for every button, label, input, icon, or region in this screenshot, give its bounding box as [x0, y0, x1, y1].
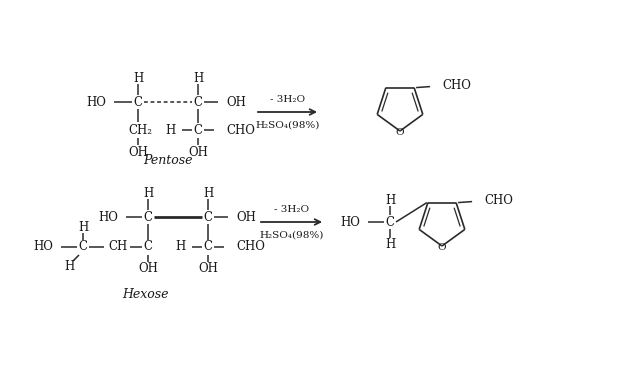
Text: OH: OH	[188, 145, 208, 158]
Text: C: C	[386, 215, 394, 228]
Text: CHO: CHO	[226, 124, 255, 137]
Text: HO: HO	[340, 215, 360, 228]
Text: - 3H₂O: - 3H₂O	[270, 94, 305, 103]
Text: H: H	[133, 71, 143, 84]
Text: O: O	[396, 128, 404, 137]
Text: OH: OH	[198, 263, 218, 276]
Text: C: C	[193, 96, 202, 109]
Text: H: H	[203, 186, 213, 199]
Text: H: H	[78, 221, 88, 234]
Text: H: H	[143, 186, 153, 199]
Text: H: H	[166, 124, 176, 137]
Text: CHO: CHO	[442, 79, 471, 92]
Text: H₂SO₄(98%): H₂SO₄(98%)	[256, 121, 320, 129]
Text: H: H	[176, 241, 186, 253]
Text: OH: OH	[138, 263, 158, 276]
Text: CHO: CHO	[484, 194, 513, 207]
Text: HO: HO	[86, 96, 106, 109]
Text: Hexose: Hexose	[122, 289, 169, 301]
Text: Pentose: Pentose	[143, 154, 193, 167]
Text: C: C	[203, 241, 212, 253]
Text: C: C	[78, 241, 87, 253]
Text: C: C	[144, 211, 153, 224]
Text: C: C	[144, 241, 153, 253]
Text: CH₂: CH₂	[128, 124, 152, 137]
Text: H: H	[385, 193, 395, 206]
Text: C: C	[203, 211, 212, 224]
Text: OH: OH	[226, 96, 246, 109]
Text: OH: OH	[128, 145, 148, 158]
Text: C: C	[193, 124, 202, 137]
Text: H: H	[193, 71, 203, 84]
Text: HO: HO	[98, 211, 118, 224]
Text: CH: CH	[109, 241, 127, 253]
Text: - 3H₂O: - 3H₂O	[274, 205, 309, 214]
Text: H₂SO₄(98%): H₂SO₄(98%)	[259, 231, 323, 240]
Text: O: O	[438, 243, 447, 251]
Text: CHO: CHO	[236, 241, 265, 253]
Text: HO: HO	[33, 241, 53, 253]
Text: C: C	[134, 96, 143, 109]
Text: H: H	[385, 237, 395, 250]
Text: OH: OH	[236, 211, 256, 224]
Text: H: H	[64, 260, 74, 273]
